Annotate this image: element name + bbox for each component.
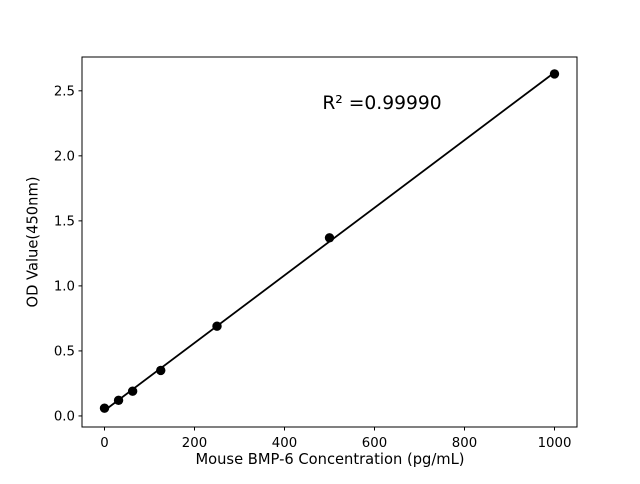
y-tick-label: 1.5 [54,215,75,230]
data-point [549,69,560,79]
x-axis-label: Mouse BMP-6 Concentration (pg/mL) [195,451,464,468]
y-tick-label: 0.0 [54,410,75,425]
data-point [99,403,110,413]
y-tick-label: 2.0 [54,150,75,165]
x-tick-label: 400 [272,436,297,451]
y-tick-label: 1.0 [54,280,75,295]
data-point [156,365,166,376]
x-tick-label: 1000 [538,436,572,451]
x-tick-label: 200 [182,436,207,451]
x-tick-label: 800 [452,436,477,451]
r-squared-annotation: R² =0.99990 [322,93,441,114]
x-tick-label: 0 [100,436,108,451]
y-tick-label: 0.5 [54,345,75,360]
y-tick-label: 2.5 [54,85,75,100]
fit-line [103,71,556,412]
y-axis-label: OD Value(450nm) [25,177,42,308]
x-tick-label: 600 [362,436,387,451]
data-point [127,386,138,396]
plot-border [81,56,578,428]
